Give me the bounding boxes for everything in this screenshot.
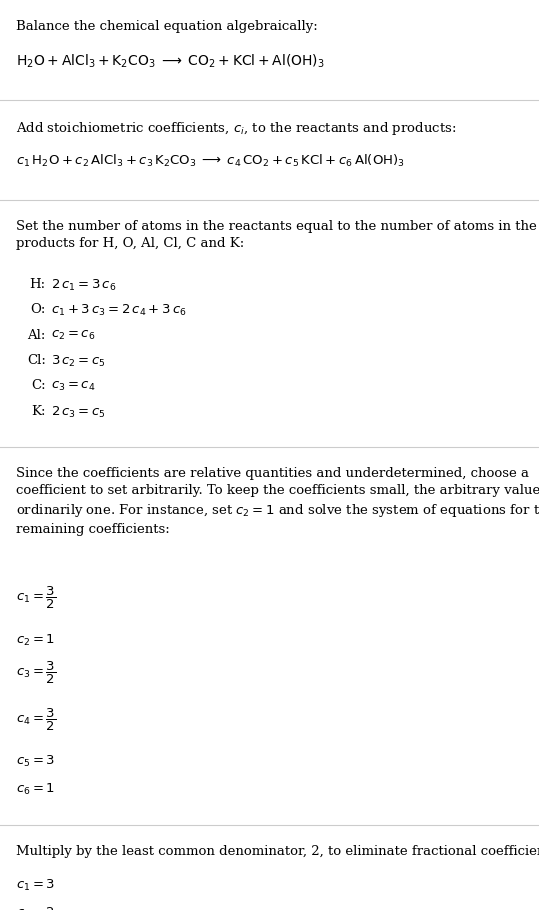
Text: $c_5 = 3$: $c_5 = 3$ (16, 754, 56, 770)
Text: O:: O: (30, 303, 46, 316)
Text: Set the number of atoms in the reactants equal to the number of atoms in the
pro: Set the number of atoms in the reactants… (16, 220, 537, 250)
Text: $2\,c_1 = 3\,c_6$: $2\,c_1 = 3\,c_6$ (51, 278, 117, 293)
Text: C:: C: (31, 379, 46, 392)
Text: $\mathrm{H_2O + AlCl_3 + K_2CO_3 \;\longrightarrow\; CO_2 + KCl + Al(OH)_3}$: $\mathrm{H_2O + AlCl_3 + K_2CO_3 \;\long… (16, 53, 325, 70)
Text: $c_1\,\mathrm{H_2O} + c_2\,\mathrm{AlCl_3} + c_3\,\mathrm{K_2CO_3} \;\longrighta: $c_1\,\mathrm{H_2O} + c_2\,\mathrm{AlCl_… (16, 153, 405, 169)
Text: $c_1 + 3\,c_3 = 2\,c_4 + 3\,c_6$: $c_1 + 3\,c_3 = 2\,c_4 + 3\,c_6$ (51, 303, 187, 318)
Text: Since the coefficients are relative quantities and underdetermined, choose a
coe: Since the coefficients are relative quan… (16, 467, 539, 536)
Text: $3\,c_2 = c_5$: $3\,c_2 = c_5$ (51, 354, 106, 369)
Text: $c_2 = 1$: $c_2 = 1$ (16, 632, 55, 648)
Text: $c_6 = 1$: $c_6 = 1$ (16, 782, 55, 797)
Text: $c_2 = 2$: $c_2 = 2$ (16, 905, 55, 910)
Text: $c_3 = c_4$: $c_3 = c_4$ (51, 379, 95, 392)
Text: $c_3 = \dfrac{3}{2}$: $c_3 = \dfrac{3}{2}$ (16, 660, 57, 686)
Text: $c_1 = 3$: $c_1 = 3$ (16, 878, 56, 894)
Text: $c_2 = c_6$: $c_2 = c_6$ (51, 329, 95, 341)
Text: K:: K: (31, 405, 46, 418)
Text: $c_4 = \dfrac{3}{2}$: $c_4 = \dfrac{3}{2}$ (16, 707, 57, 733)
Text: Add stoichiometric coefficients, $c_i$, to the reactants and products:: Add stoichiometric coefficients, $c_i$, … (16, 120, 457, 137)
Text: H:: H: (30, 278, 46, 290)
Text: $2\,c_3 = c_5$: $2\,c_3 = c_5$ (51, 405, 106, 420)
Text: Cl:: Cl: (27, 354, 46, 367)
Text: Al:: Al: (27, 329, 46, 341)
Text: $c_1 = \dfrac{3}{2}$: $c_1 = \dfrac{3}{2}$ (16, 585, 57, 612)
Text: Balance the chemical equation algebraically:: Balance the chemical equation algebraica… (16, 20, 318, 33)
Text: Multiply by the least common denominator, 2, to eliminate fractional coefficient: Multiply by the least common denominator… (16, 845, 539, 858)
